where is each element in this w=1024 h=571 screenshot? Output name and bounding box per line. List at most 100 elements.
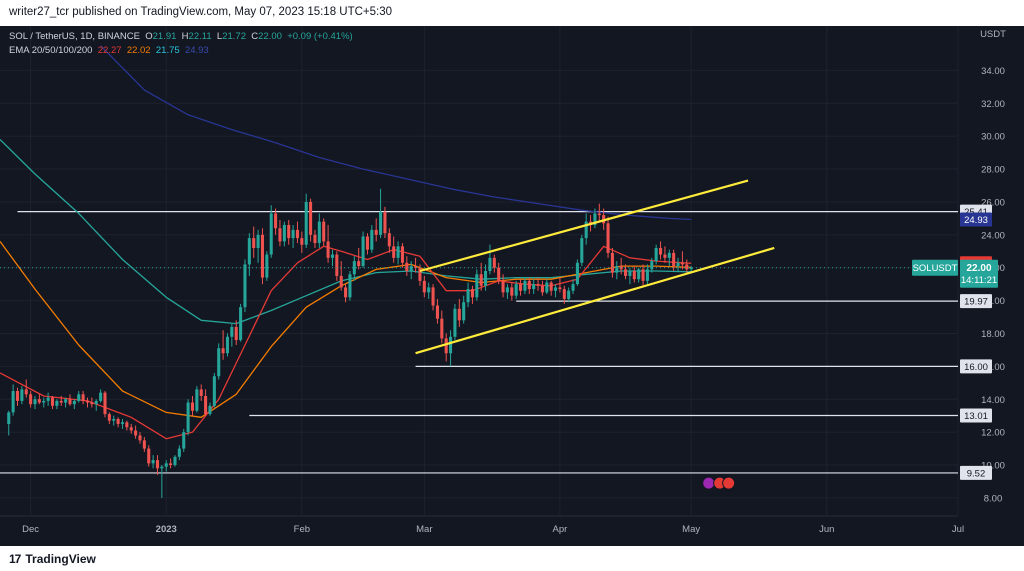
candle-body xyxy=(138,435,142,441)
candle-body xyxy=(414,266,418,268)
candle-body xyxy=(46,397,50,401)
candle-body xyxy=(527,280,531,290)
candle xyxy=(510,282,514,301)
candle-body xyxy=(663,254,667,258)
candle-body xyxy=(11,391,15,413)
candle xyxy=(549,280,553,296)
candle-body xyxy=(475,274,479,298)
price-scale-unit: USDT xyxy=(980,29,1006,40)
candle-body xyxy=(497,267,501,281)
last-price-tag xyxy=(960,259,998,288)
candle xyxy=(571,279,575,295)
candle xyxy=(654,244,658,265)
candle-body xyxy=(628,271,632,276)
candle-body xyxy=(479,274,483,286)
candle xyxy=(304,193,308,248)
candle-body xyxy=(313,234,317,244)
price-tick-label: 34.00 xyxy=(981,66,1005,77)
candle xyxy=(81,391,85,405)
price-tick-label: 12.00 xyxy=(981,428,1005,439)
candle-body xyxy=(24,389,28,395)
candle-body xyxy=(344,287,348,298)
candle-body xyxy=(619,266,623,270)
candle-body xyxy=(33,399,37,405)
candle-body xyxy=(562,289,566,299)
candle-body xyxy=(383,211,387,234)
candle-body xyxy=(462,302,466,321)
candle xyxy=(322,218,326,247)
candle xyxy=(99,389,103,403)
candle xyxy=(291,224,295,248)
candle-body xyxy=(7,412,11,424)
candle-body xyxy=(72,400,76,405)
candle xyxy=(379,188,383,239)
candle-body xyxy=(304,201,308,245)
candle-body xyxy=(427,287,431,293)
change-value: +0.09 (+0.41%) xyxy=(287,31,353,42)
candle-body xyxy=(680,262,684,265)
candle-body xyxy=(195,389,199,411)
ema-label[interactable]: EMA 20/50/100/200 xyxy=(9,45,93,56)
symbol-price-tag xyxy=(912,259,958,276)
candle xyxy=(501,274,505,298)
publish-text: writer27_tcr published on TradingView.co… xyxy=(9,6,393,18)
candle xyxy=(440,310,444,344)
channel-line xyxy=(419,179,749,273)
candle-body xyxy=(453,308,457,337)
candle xyxy=(208,402,212,416)
tradingview-logo[interactable]: 17 TradingView xyxy=(9,552,96,566)
candle-body xyxy=(549,282,553,291)
candle xyxy=(234,320,238,345)
candle xyxy=(685,259,689,273)
candle-body xyxy=(330,254,334,258)
footer-bar: 17 TradingView xyxy=(0,546,1024,571)
candle-body xyxy=(580,238,584,263)
candle xyxy=(628,267,632,285)
price-tick-label: 8.00 xyxy=(984,493,1003,504)
candle-body xyxy=(309,201,313,235)
candle-body xyxy=(593,213,597,225)
event-icon-earnings xyxy=(722,476,736,490)
candle-body xyxy=(208,405,212,415)
candle-body xyxy=(484,271,488,286)
candle xyxy=(680,251,684,270)
candle-body xyxy=(514,284,518,296)
candle xyxy=(597,203,601,222)
candle xyxy=(278,220,282,247)
candle-body xyxy=(348,274,352,298)
event-icon-dividends xyxy=(702,476,716,490)
candle xyxy=(554,284,558,298)
candle-body xyxy=(234,326,238,341)
candle xyxy=(155,455,160,475)
candle xyxy=(650,257,654,273)
candle-body xyxy=(545,282,549,293)
candle xyxy=(221,330,225,360)
candle xyxy=(116,417,120,428)
candle xyxy=(523,277,527,295)
candle xyxy=(239,303,243,342)
candle xyxy=(344,284,348,303)
candle-body xyxy=(217,348,221,377)
candle xyxy=(659,241,663,260)
time-tick-label: Apr xyxy=(553,524,568,535)
candle xyxy=(129,423,133,434)
candle-body xyxy=(103,392,107,415)
candle-body xyxy=(641,269,645,281)
candle xyxy=(348,271,352,301)
candle-body xyxy=(260,234,264,278)
ema-legend: EMA 20/50/100/200 22.27 22.02 21.75 24.9… xyxy=(9,45,209,56)
candle xyxy=(444,333,448,362)
symbol-name[interactable]: SOL / TetherUS, 1D, BINANCE xyxy=(9,31,140,42)
candle-body xyxy=(190,402,195,411)
high-label: H xyxy=(181,31,189,42)
candle xyxy=(409,261,413,280)
candle xyxy=(85,397,90,408)
candle xyxy=(199,384,203,401)
candle-body xyxy=(94,400,98,405)
candle xyxy=(527,277,531,295)
price-chart[interactable]: USDT 8.00 10.00 12.00 14.00 16.00 18.00 20.00 22… xyxy=(0,26,1024,546)
candle xyxy=(387,228,391,253)
candle xyxy=(610,247,614,278)
price-tick-label: 14.00 xyxy=(981,395,1005,406)
countdown-label: 14:11:21 xyxy=(961,275,997,286)
